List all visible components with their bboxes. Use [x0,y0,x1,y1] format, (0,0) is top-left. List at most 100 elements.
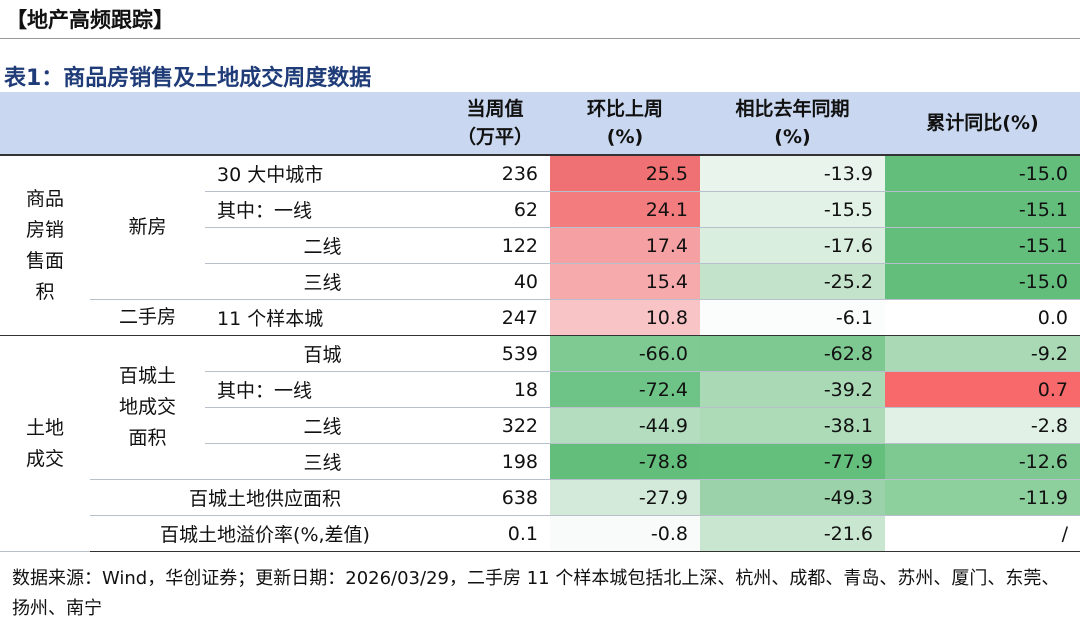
subgroup-cell: 百城土 地成交 面积 [90,335,205,480]
value-cell: -6.1 [700,299,885,336]
subgroup-cell: 新房 [90,155,205,300]
value-cell: -13.9 [700,155,885,192]
row-label: 二线 [205,227,440,264]
table-row: 其中：一线 18 -72.4 -39.2 0.7 [0,371,1080,408]
value-cell: 236 [440,155,550,192]
value-cell: -66.0 [550,335,700,372]
value-cell: 0.0 [885,299,1080,336]
header-row: 当周值 （万平） 环比上周 (%) 相比去年同期 (%) 累计同比(%) [0,92,1080,156]
value-cell: -21.6 [700,515,885,552]
value-cell: 322 [440,407,550,444]
row-label: 百城土地供应面积 [90,479,440,516]
value-cell: -15.0 [885,155,1080,192]
value-cell: 0.7 [885,371,1080,408]
header-title: 【地产高频跟踪】 [6,8,174,32]
row-label: 三线 [205,263,440,300]
header-line: (%) [774,126,811,148]
table-row: 其中：一线 62 24.1 -15.5 -15.1 [0,191,1080,228]
value-cell: -77.9 [700,443,885,480]
header-line: （万平） [456,126,533,148]
value-cell: 0.1 [440,515,550,552]
value-cell: -78.8 [550,443,700,480]
row-label: 其中：一线 [205,371,440,408]
value-cell: 17.4 [550,227,700,264]
header-line: 相比去年同期 [735,98,850,120]
value-cell: -12.6 [885,443,1080,480]
value-cell: 62 [440,191,550,228]
column-header: 当周值 （万平） [440,92,550,156]
row-label: 百城土地溢价率(%,差值) [90,515,440,552]
table-row: 三线 40 15.4 -25.2 -15.0 [0,263,1080,300]
cell-line: 土地 [25,416,64,439]
header-blank [0,92,440,156]
column-header: 累计同比(%) [885,92,1080,156]
row-label: 三线 [205,443,440,480]
value-cell: 15.4 [550,263,700,300]
table-row: 二手房 11 个样本城 247 10.8 -6.1 0.0 [0,299,1080,336]
value-cell: -25.2 [700,263,885,300]
value-cell: -27.9 [550,479,700,516]
cell-line: 房销 [25,218,64,241]
row-label: 其中：一线 [205,191,440,228]
value-cell: -2.8 [885,407,1080,444]
value-cell: -0.8 [550,515,700,552]
table-row: 商品 房销 售面积新房 30 大中城市 236 25.5 -13.9 -15.0 [0,155,1080,336]
value-cell: 247 [440,299,550,336]
table-title: 表1：商品房销售及土地成交周度数据 [4,66,372,91]
cell-line: 积 [35,280,55,303]
value-cell: 638 [440,479,550,516]
column-header: 相比去年同期 (%) [700,92,885,156]
header-line: 当周值 [466,98,524,120]
table-row: 三线 198 -78.8 -77.9 -12.6 [0,443,1080,480]
cell-line: 商品 [25,187,64,210]
row-label: 30 大中城市 [205,155,440,192]
column-header: 环比上周 (%) [550,92,700,156]
row-label: 百城 [205,335,440,372]
value-cell: 122 [440,227,550,264]
value-cell: 40 [440,263,550,300]
value-cell: -15.5 [700,191,885,228]
value-cell: -15.0 [885,263,1080,300]
value-cell: -15.1 [885,227,1080,264]
group-cell: 商品 房销 售面积 [0,155,90,336]
value-cell: -62.8 [700,335,885,372]
row-label: 11 个样本城 [205,299,440,336]
row-label: 二线 [205,407,440,444]
header-line: 累计同比(%) [926,112,1039,134]
value-cell: -39.2 [700,371,885,408]
value-cell: -9.2 [885,335,1080,372]
cell-line: 地成交 [118,396,176,418]
value-cell: -11.9 [885,479,1080,516]
table-row: 二线 122 17.4 -17.6 -15.1 [0,227,1080,264]
cell-line: 面积 [128,427,167,449]
value-cell: 198 [440,443,550,480]
footer-note: 数据来源：Wind，华创证券；更新日期：2026/03/29，二手房 11 个样… [12,568,1060,619]
value-cell: -44.9 [550,407,700,444]
group-cell: 土地 成交 [0,335,90,552]
value-cell: -15.1 [885,191,1080,228]
header-line: (%) [606,126,644,148]
value-cell: 539 [440,335,550,372]
divider [0,38,1080,39]
value-cell: 18 [440,371,550,408]
table-row: 百城土地溢价率(%,差值) 0.1 -0.8 -21.6/ [0,515,1080,552]
value-cell: -17.6 [700,227,885,264]
value-cell: / [885,515,1080,552]
cell-line: 百城土 [118,365,176,387]
value-cell: 25.5 [550,155,700,192]
subgroup-cell: 二手房 [90,299,205,336]
header-line: 环比上周 [586,98,663,120]
table-row: 土地 成交 百城土 地成交 面积 百城 539 -66.0 -62.8 -9.2 [0,335,1080,552]
value-cell: -38.1 [700,407,885,444]
value-cell: 10.8 [550,299,700,336]
table-row: 百城土地供应面积 638 -27.9 -49.3 -11.9 [0,479,1080,516]
value-cell: -72.4 [550,371,700,408]
cell-line: 售面 [25,249,64,272]
value-cell: 24.1 [550,191,700,228]
data-table: 当周值 （万平） 环比上周 (%) 相比去年同期 (%) 累计同比(%) 商品房销售面… [0,92,1080,552]
table-row: 二线 322 -44.9 -38.1 -2.8 [0,407,1080,444]
cell-line: 二手房 [118,306,176,328]
value-cell: -49.3 [700,479,885,516]
cell-line: 新房 [128,216,167,238]
